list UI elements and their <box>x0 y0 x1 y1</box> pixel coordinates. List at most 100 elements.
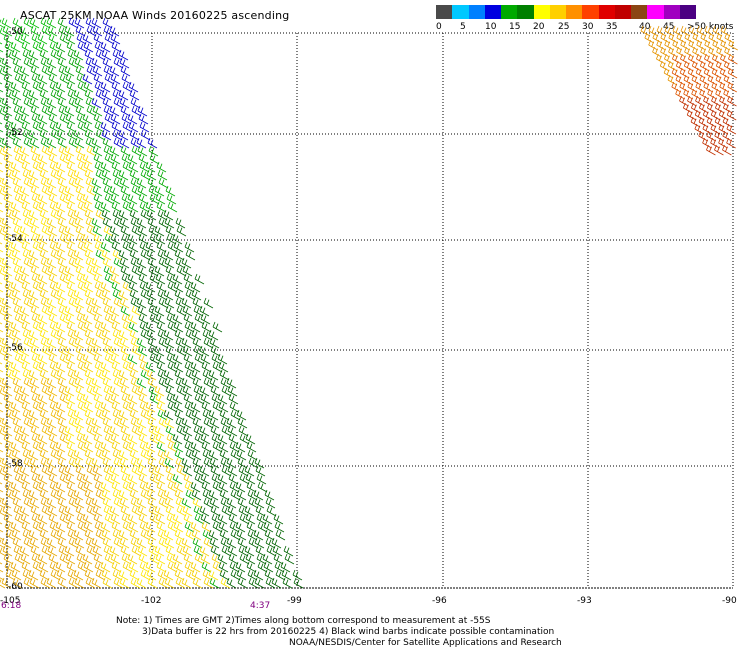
wind-barbs <box>0 17 738 589</box>
wind-barb <box>48 553 59 565</box>
wind-barb <box>66 361 77 373</box>
wind-barb <box>5 249 16 261</box>
wind-barb <box>84 489 95 501</box>
wind-barb <box>4 361 15 373</box>
wind-barb <box>74 97 85 109</box>
wind-barb <box>2 25 13 37</box>
wind-barb <box>137 345 148 357</box>
wind-barb <box>190 441 201 453</box>
wind-barb <box>38 121 49 133</box>
wind-barb <box>10 481 21 493</box>
wind-barb <box>148 385 159 397</box>
wind-barb <box>3 433 14 445</box>
wind-barb <box>22 529 33 541</box>
wind-barb <box>58 185 69 197</box>
wind-barb <box>20 73 31 85</box>
wind-barb <box>710 109 721 121</box>
wind-barb <box>167 561 178 573</box>
wind-barb <box>84 89 95 101</box>
wind-barb <box>164 337 175 349</box>
wind-barb <box>203 337 214 349</box>
wind-barb <box>218 401 229 413</box>
wind-barb <box>46 377 57 389</box>
wind-barb <box>131 425 142 437</box>
wind-barb <box>127 193 138 205</box>
wind-barb <box>183 273 194 285</box>
wind-barb <box>262 513 273 525</box>
wind-barb <box>46 257 57 269</box>
wind-barb <box>181 337 192 349</box>
wind-barb <box>38 521 49 533</box>
wind-barb <box>48 433 59 445</box>
wind-barb <box>20 33 31 45</box>
wind-barb <box>229 521 240 533</box>
wind-barb <box>147 457 158 469</box>
wind-barb <box>86 345 97 357</box>
wind-barb <box>13 505 24 517</box>
wind-barb <box>46 577 57 589</box>
wind-barb <box>239 433 250 445</box>
wind-barb <box>31 73 42 85</box>
wind-barb <box>0 347 7 357</box>
wind-barb <box>121 433 132 445</box>
wind-barb <box>22 249 33 261</box>
wind-barb <box>121 113 132 125</box>
wind-barb <box>687 81 697 93</box>
wind-barb <box>11 569 22 581</box>
wind-barb <box>110 153 121 165</box>
wind-barb <box>112 49 123 61</box>
wind-barb <box>119 217 130 229</box>
wind-barb <box>22 209 33 221</box>
wind-barb <box>83 281 94 293</box>
wind-barb <box>19 265 30 277</box>
wind-barb <box>0 251 5 261</box>
wind-barb <box>676 32 687 44</box>
wind-barb <box>184 241 195 253</box>
wind-barb <box>10 161 21 173</box>
wind-barb <box>202 449 213 461</box>
wind-barb <box>212 401 223 413</box>
wind-barb <box>101 49 112 61</box>
wind-barb <box>49 41 60 53</box>
wind-barb <box>38 561 49 573</box>
wind-barb <box>210 505 221 517</box>
wind-barb <box>41 345 52 357</box>
wind-barb <box>86 465 97 477</box>
wind-barb <box>0 427 7 437</box>
wind-barb <box>76 193 87 205</box>
wind-barb <box>20 473 31 485</box>
wind-barb <box>91 57 102 69</box>
wind-barb <box>191 489 202 501</box>
wind-barb <box>138 193 149 205</box>
wind-barb <box>183 353 194 365</box>
wind-barb <box>0 402 3 405</box>
wind-barb <box>0 99 6 109</box>
wind-barb <box>265 577 276 589</box>
legend-label: 0 <box>436 22 442 32</box>
wind-barb <box>23 137 34 149</box>
wind-barb <box>120 465 131 477</box>
wind-barb <box>4 81 15 93</box>
wind-barb <box>64 425 75 437</box>
lat-label: -58 <box>8 459 23 469</box>
wind-barb <box>147 417 158 429</box>
wind-barb <box>185 569 196 581</box>
wind-barb <box>218 441 229 453</box>
wind-barb <box>55 441 66 453</box>
wind-barb <box>139 361 150 373</box>
wind-barb <box>58 345 69 357</box>
wind-barb <box>239 473 250 485</box>
wind-barb <box>11 289 22 301</box>
wind-barb <box>156 481 167 493</box>
wind-barb <box>712 53 722 65</box>
wind-barb <box>719 81 729 93</box>
wind-barb <box>73 49 84 61</box>
wind-barb <box>0 489 4 493</box>
wind-barb <box>237 457 248 469</box>
wind-barb <box>23 297 34 309</box>
wind-barb <box>184 441 195 453</box>
wind-barb <box>41 425 52 437</box>
wind-barb <box>31 393 42 405</box>
wind-barb <box>57 497 68 509</box>
wind-barb <box>66 81 77 93</box>
